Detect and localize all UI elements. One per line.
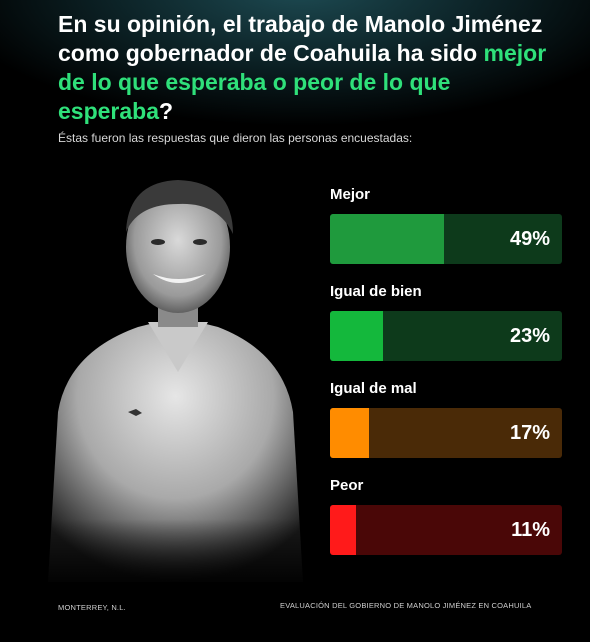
bar-label: Mejor	[330, 186, 371, 203]
title-highlight: mejor de lo que esperaba o peor de lo qu…	[58, 40, 547, 124]
bar	[330, 505, 356, 555]
governor-photo	[28, 162, 318, 582]
bar-value-label: 23%	[509, 325, 550, 347]
bar-track: 11%	[330, 505, 562, 555]
bar-value-label: 49%	[509, 228, 550, 250]
bar-label: Peor	[330, 477, 364, 494]
bar-label: Igual de mal	[330, 380, 417, 397]
footer-caption: EVALUACIÓN DEL GOBIERNO DE MANOLO JIMÉNE…	[280, 601, 532, 610]
title-end: ?	[159, 98, 174, 124]
bar-chart: Mejor 49% Igual de bien 23% Igual de mal 17% P…	[330, 186, 562, 566]
bar	[330, 408, 370, 458]
bar	[330, 214, 444, 264]
bar-track: 49%	[330, 214, 562, 264]
bar-value-label: 11%	[511, 519, 550, 541]
bar-label: Igual de bien	[330, 283, 422, 300]
bar-track: 17%	[330, 408, 562, 458]
subtitle: Éstas fueron las respuestas que dieron l…	[58, 131, 413, 145]
page-title: En su opinión, el trabajo de Manolo Jimé…	[58, 10, 558, 126]
portrait-image	[28, 162, 318, 582]
bar-track: 23%	[330, 311, 562, 361]
bar	[330, 311, 384, 361]
footer-location: MONTERREY, N.L.	[58, 603, 126, 612]
title-text: En su opinión, el trabajo de Manolo Jimé…	[58, 11, 543, 66]
bar-value-label: 17%	[509, 422, 550, 444]
